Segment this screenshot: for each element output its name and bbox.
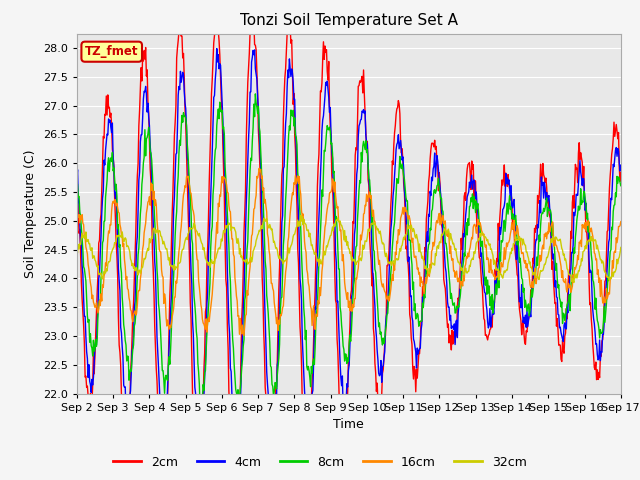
Legend: 2cm, 4cm, 8cm, 16cm, 32cm: 2cm, 4cm, 8cm, 16cm, 32cm: [108, 451, 532, 474]
Text: TZ_fmet: TZ_fmet: [85, 45, 138, 58]
Title: Tonzi Soil Temperature Set A: Tonzi Soil Temperature Set A: [240, 13, 458, 28]
Y-axis label: Soil Temperature (C): Soil Temperature (C): [24, 149, 37, 278]
X-axis label: Time: Time: [333, 418, 364, 431]
